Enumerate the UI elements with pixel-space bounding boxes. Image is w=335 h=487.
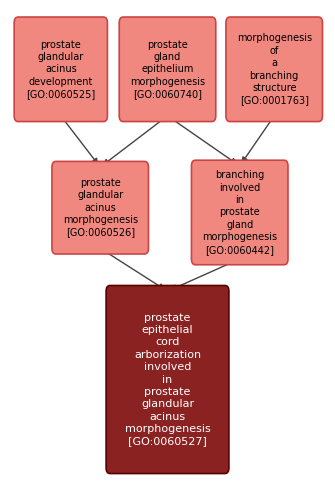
FancyBboxPatch shape	[52, 161, 148, 254]
FancyBboxPatch shape	[119, 17, 216, 122]
Text: morphogenesis
of
a
branching
structure
[GO:0001763]: morphogenesis of a branching structure […	[237, 33, 312, 105]
FancyBboxPatch shape	[106, 285, 229, 473]
FancyBboxPatch shape	[14, 17, 108, 122]
Text: prostate
gland
epithelium
morphogenesis
[GO:0060740]: prostate gland epithelium morphogenesis …	[130, 39, 205, 99]
Text: prostate
epithelial
cord
arborization
involved
in
prostate
glandular
acinus
morp: prostate epithelial cord arborization in…	[125, 313, 210, 447]
FancyBboxPatch shape	[192, 160, 288, 265]
Text: prostate
glandular
acinus
development
[GO:0060525]: prostate glandular acinus development [G…	[26, 39, 95, 99]
Text: branching
involved
in
prostate
gland
morphogenesis
[GO:0060442]: branching involved in prostate gland mor…	[202, 170, 277, 255]
FancyBboxPatch shape	[226, 17, 323, 122]
Text: prostate
glandular
acinus
morphogenesis
[GO:0060526]: prostate glandular acinus morphogenesis …	[63, 178, 138, 238]
